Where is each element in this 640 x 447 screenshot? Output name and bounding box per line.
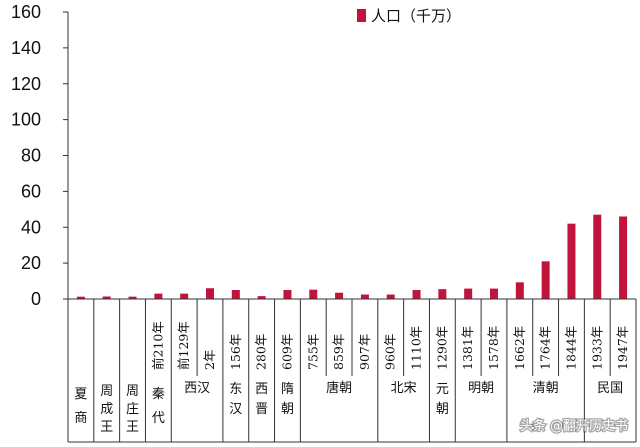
dynasty-label-char: 成 — [100, 402, 113, 417]
dynasty-label: 东汉 — [229, 382, 242, 417]
y-axis: 0 20 40 60 80 100 120 140 160 — [11, 2, 69, 442]
dynasty-label-char: 隋 — [281, 382, 294, 397]
y-tick-label: 160 — [11, 2, 41, 22]
x-tick-label: 1947年 — [615, 326, 630, 370]
dynasty-label: 西汉 — [184, 381, 210, 396]
legend-swatch — [357, 9, 366, 22]
category-table: 前210年 前129年 2年 156年 280年 609年 755年 859年 907年 960年… — [67, 298, 637, 443]
bar — [412, 290, 421, 299]
x-tick-label: 1764年 — [538, 326, 553, 370]
y-tick-label: 140 — [11, 38, 41, 58]
dynasty-label: 唐朝 — [326, 380, 352, 396]
dynasty-label-char: 周 — [126, 384, 139, 399]
bar — [102, 296, 111, 299]
bar — [490, 288, 498, 299]
x-tick-label: 1844年 — [563, 326, 578, 370]
x-tick-label: 1933年 — [589, 326, 604, 370]
y-tick-label: 80 — [21, 146, 41, 166]
bar — [386, 294, 395, 299]
dynasty-label-char: 秦 — [152, 387, 165, 402]
bar — [76, 296, 85, 299]
y-tick-label: 60 — [21, 181, 41, 201]
bar — [180, 293, 189, 299]
bar — [619, 216, 628, 299]
dynasty-label: 周成王 — [100, 384, 113, 435]
y-tick-label: 120 — [11, 74, 41, 94]
dynasty-label-char: 庄 — [126, 401, 139, 417]
dynasty-label-char: 元 — [436, 382, 449, 397]
dynasty-label: 隋朝 — [281, 382, 294, 417]
x-tick-label: 1662年 — [512, 326, 527, 370]
y-tick-label: 20 — [21, 253, 41, 273]
dynasty-label: 夏商 — [74, 387, 87, 426]
bar — [515, 282, 524, 299]
x-tick-label: 1290年 — [434, 326, 449, 370]
dynasty-label: 北宋 — [391, 381, 417, 396]
x-tick-label: 907年 — [357, 334, 372, 370]
x-tick-label: 755年 — [305, 334, 320, 370]
legend-label: 人口（千万） — [371, 7, 461, 25]
watermark: 头条 @翻开历史书 — [519, 417, 630, 436]
bar — [567, 223, 576, 299]
x-tick-label: 1578年 — [486, 326, 501, 370]
legend: 人口（千万） — [357, 7, 461, 25]
dynasty-label: 秦代 — [152, 387, 165, 426]
x-tick-label: 前129年 — [176, 321, 191, 370]
dynasty-label-char: 王 — [100, 420, 113, 435]
x-tick-label: 1110年 — [409, 326, 424, 370]
dynasty-label-char: 夏 — [74, 387, 87, 402]
bar — [257, 296, 266, 299]
bar — [335, 292, 344, 299]
dynasty-label: 周庄王 — [126, 384, 139, 435]
watermark-text: 头条 @翻开历史书 — [520, 418, 628, 434]
dynasty-label: 清朝 — [533, 381, 559, 396]
dynasty-label-char: 东 — [229, 382, 242, 397]
x-tick-label: 609年 — [279, 334, 294, 370]
dynasty-label: 元朝 — [436, 382, 449, 417]
bar — [464, 288, 473, 299]
dynasty-label-char: 朝 — [281, 402, 294, 417]
bar — [206, 288, 214, 299]
bars — [76, 214, 628, 299]
dynasty-label-char: 商 — [74, 411, 87, 426]
dynasty-label: 民国 — [597, 381, 623, 396]
bar — [283, 290, 292, 299]
dynasty-label: 明朝 — [468, 381, 494, 396]
dynasty-label: 西晋 — [255, 382, 268, 417]
dynasty-label-char: 周 — [100, 384, 113, 399]
x-tick-label: 156年 — [228, 334, 243, 370]
bar — [154, 293, 163, 299]
y-tick-label: 40 — [21, 217, 41, 237]
bar — [593, 214, 602, 299]
y-tick-label: 0 — [31, 289, 41, 309]
x-tick-label: 960年 — [383, 334, 398, 370]
dynasty-label-char: 汉 — [229, 402, 242, 417]
y-tick-label: 100 — [11, 110, 41, 130]
bar — [541, 261, 550, 299]
x-tick-label: 前210年 — [150, 321, 165, 370]
dynasty-label-char: 朝 — [436, 402, 449, 417]
bar — [128, 296, 137, 299]
bar — [360, 294, 369, 299]
dynasty-label-char: 代 — [152, 411, 165, 426]
dynasty-label-char: 西 — [255, 382, 268, 397]
x-tick-label: 2年 — [202, 350, 217, 370]
x-tick-label: 859年 — [331, 334, 346, 370]
dynasty-label-char: 王 — [126, 420, 139, 435]
bar — [231, 290, 240, 299]
x-tick-label: 1381年 — [460, 326, 475, 370]
bar — [309, 289, 318, 299]
dynasty-label-char: 晋 — [255, 402, 268, 417]
bar — [438, 289, 447, 299]
x-tick-label: 280年 — [254, 334, 269, 370]
